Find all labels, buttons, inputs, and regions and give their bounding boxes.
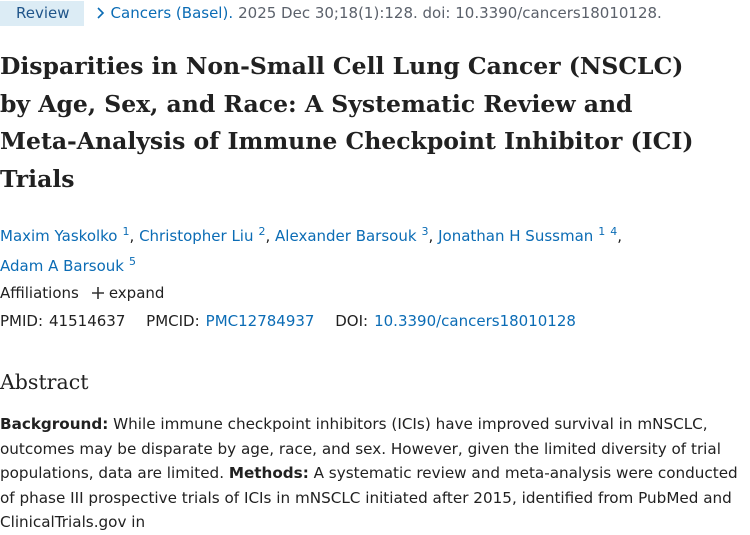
doi-label: DOI: [335,312,369,330]
author: Alexander Barsouk 3, [275,225,434,245]
pmcid-link[interactable]: PMC12784937 [205,312,315,330]
separator: , [129,227,135,245]
plus-icon[interactable] [91,286,105,300]
article-type-badge: Review [0,0,84,26]
author-name[interactable]: Maxim Yaskolko [0,227,118,245]
author-name[interactable]: Christopher Liu [139,227,254,245]
section-label: Background: [0,415,109,433]
doi-link[interactable]: 10.3390/cancers18010128 [374,312,576,330]
author: Christopher Liu 2, [139,225,271,245]
affiliation-number[interactable]: 1 [122,225,130,238]
section-label: Methods: [228,464,309,482]
journal-link[interactable]: Cancers (Basel). [110,4,234,22]
affiliation-number[interactable]: 2 [258,225,266,238]
citation-bar: Review Cancers (Basel). 2025 Dec 30;18(1… [0,0,662,26]
expand-toggle[interactable]: expand [108,284,165,302]
affiliation-number[interactable]: 1 [598,225,606,238]
pmid-label: PMID: [0,312,44,330]
separator: , [428,227,434,245]
author-name[interactable]: Jonathan H Sussman [438,227,594,245]
affiliations-label: Affiliations [0,284,79,302]
separator: , [617,227,623,245]
section-text: While immune checkpoint inhibitors (ICIs… [0,415,721,482]
identifiers-row: PMID: 41514637 PMCID: PMC12784937 DOI: 10.3… [0,312,576,330]
abstract-heading: Abstract [0,370,89,394]
separator: , [265,227,271,245]
abstract-paragraph: Background: While immune checkpoint inhi… [0,412,750,535]
title-line: Trials [0,164,75,193]
chevron-icon [96,7,104,19]
title-line: by Age, Sex, and Race: A Systematic Revi… [0,89,633,118]
citation-text: 2025 Dec 30;18(1):128. doi: 10.3390/canc… [238,4,662,22]
affiliation-number[interactable]: 3 [421,225,429,238]
author: Maxim Yaskolko 1, [0,225,135,245]
pmid-value: 41514637 [49,312,126,330]
author-name[interactable]: Adam A Barsouk [0,257,124,275]
author-list: Maxim Yaskolko 1, Christopher Liu 2, Alexa… [0,219,750,279]
article-title: Disparities in Non-Small Cell Lung Cance… [0,48,693,198]
affiliation-number[interactable]: 5 [128,255,136,268]
author-name[interactable]: Alexander Barsouk [275,227,417,245]
affiliation-number[interactable]: 4 [610,225,618,238]
title-line: Disparities in Non-Small Cell Lung Cance… [0,52,684,80]
pmcid-label: PMCID: [146,312,200,330]
author: Adam A Barsouk 5 [0,255,136,275]
author: Jonathan H Sussman 1 4, [438,225,623,245]
title-line: Meta-Analysis of Immune Checkpoint Inhib… [0,127,694,155]
affiliations-row: Affiliations expand [0,284,164,302]
